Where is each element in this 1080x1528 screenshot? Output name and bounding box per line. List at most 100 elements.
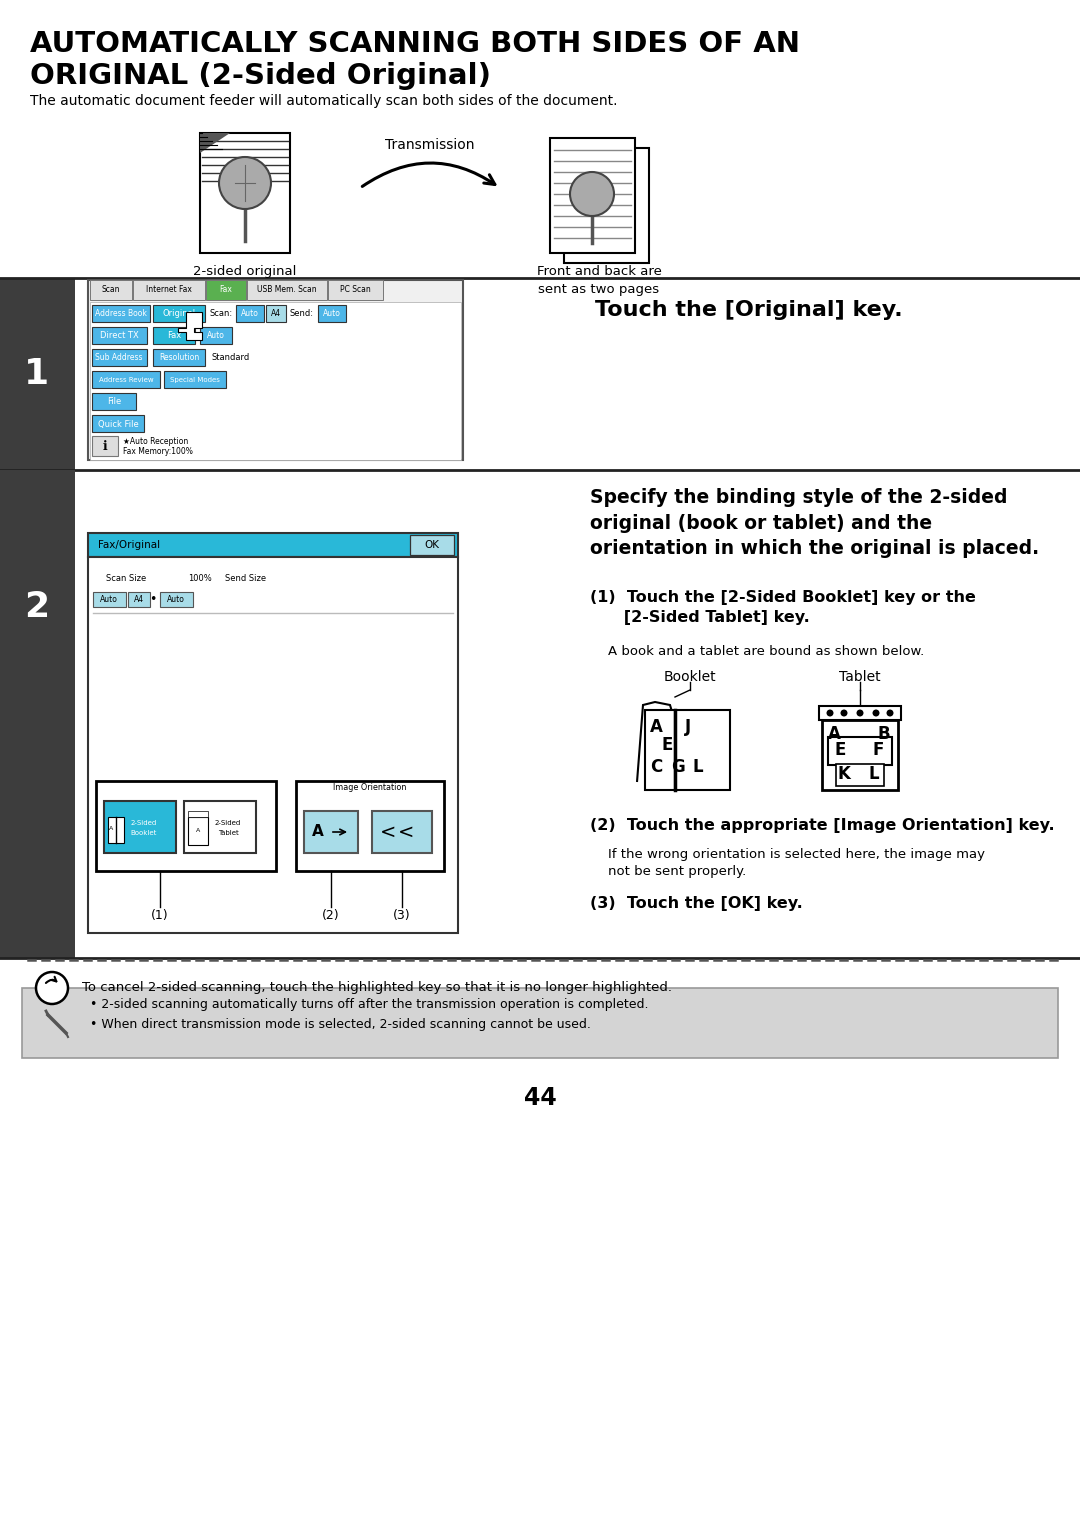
- Bar: [819, 706, 901, 720]
- Polygon shape: [178, 312, 202, 341]
- Bar: [153, 327, 195, 344]
- Text: A book and a tablet are bound as shown below.: A book and a tablet are bound as shown b…: [608, 645, 924, 659]
- Circle shape: [856, 709, 864, 717]
- Bar: [90, 280, 132, 299]
- Bar: [92, 371, 160, 388]
- Bar: [87, 280, 463, 460]
- Text: A: A: [109, 825, 113, 831]
- Circle shape: [219, 157, 271, 209]
- Text: Auto: Auto: [323, 310, 341, 318]
- Text: L: L: [868, 766, 879, 782]
- Bar: [188, 817, 208, 845]
- Text: (2)  Touch the appropriate [Image Orientation] key.: (2) Touch the appropriate [Image Orienta…: [590, 817, 1055, 833]
- Text: <: <: [380, 822, 396, 842]
- Text: Sub Address: Sub Address: [95, 353, 143, 362]
- Text: Fax: Fax: [219, 286, 232, 295]
- Circle shape: [873, 709, 879, 717]
- Text: Quick File: Quick File: [97, 420, 138, 428]
- Circle shape: [36, 972, 68, 1004]
- Text: • When direct transmission mode is selected, 2-sided scanning cannot be used.: • When direct transmission mode is selec…: [90, 1018, 591, 1031]
- Bar: [92, 348, 147, 367]
- Text: 2-Sided: 2-Sided: [215, 821, 241, 827]
- Text: Auto: Auto: [167, 594, 185, 604]
- Text: 1: 1: [25, 358, 50, 391]
- Bar: [0, 471, 75, 958]
- Text: Address Review: Address Review: [98, 377, 153, 384]
- Text: The automatic document feeder will automatically scan both sides of the document: The automatic document feeder will autom…: [30, 95, 618, 108]
- Text: K: K: [838, 766, 850, 782]
- Text: Transmission: Transmission: [386, 138, 475, 151]
- FancyArrowPatch shape: [362, 163, 495, 186]
- Bar: [87, 533, 458, 558]
- Text: Auto: Auto: [207, 332, 225, 341]
- Bar: [184, 801, 256, 853]
- Text: • 2-sided scanning automatically turns off after the transmission operation is c: • 2-sided scanning automatically turns o…: [90, 998, 648, 1012]
- Bar: [237, 306, 264, 322]
- Text: Address Book: Address Book: [95, 310, 147, 318]
- Bar: [200, 133, 291, 254]
- Text: If the wrong orientation is selected here, the image may
not be sent properly.: If the wrong orientation is selected her…: [608, 848, 985, 879]
- Text: Fax Memory:100%: Fax Memory:100%: [123, 446, 193, 455]
- Text: Tablet: Tablet: [218, 830, 239, 836]
- Text: Scan:: Scan:: [210, 310, 233, 318]
- Text: B: B: [878, 724, 890, 743]
- Bar: [129, 591, 150, 607]
- Text: E: E: [661, 736, 673, 753]
- Polygon shape: [200, 133, 230, 153]
- Text: AUTOMATICALLY SCANNING BOTH SIDES OF AN: AUTOMATICALLY SCANNING BOTH SIDES OF AN: [30, 31, 800, 58]
- Bar: [828, 736, 892, 766]
- Text: To cancel 2-sided scanning, touch the highlighted key so that it is no longer hi: To cancel 2-sided scanning, touch the hi…: [82, 981, 672, 995]
- Text: 44: 44: [524, 1086, 556, 1109]
- Bar: [188, 811, 208, 817]
- Text: Tablet: Tablet: [839, 669, 881, 685]
- Bar: [108, 817, 124, 843]
- Text: A: A: [650, 718, 663, 736]
- Text: 2: 2: [25, 590, 50, 623]
- Bar: [92, 306, 150, 322]
- Bar: [92, 393, 136, 410]
- Text: PC Scan: PC Scan: [340, 286, 370, 295]
- Bar: [296, 781, 444, 871]
- Text: File: File: [107, 397, 121, 406]
- Bar: [303, 811, 357, 853]
- Bar: [133, 280, 205, 299]
- Text: <: <: [397, 822, 415, 842]
- Bar: [675, 711, 730, 790]
- Bar: [822, 720, 897, 790]
- Text: 100%: 100%: [188, 575, 212, 584]
- Text: Internet Fax: Internet Fax: [146, 286, 192, 295]
- Text: A4: A4: [271, 310, 281, 318]
- Text: Send Size: Send Size: [226, 575, 267, 584]
- Bar: [164, 371, 226, 388]
- Text: (3): (3): [393, 909, 410, 921]
- Text: ℹ: ℹ: [103, 440, 107, 452]
- Text: Front and back are
sent as two pages: Front and back are sent as two pages: [537, 264, 661, 296]
- Bar: [93, 591, 126, 607]
- Text: G: G: [671, 758, 685, 776]
- Bar: [836, 764, 885, 785]
- Bar: [266, 306, 286, 322]
- Bar: [645, 711, 675, 790]
- Text: Direct TX: Direct TX: [99, 332, 138, 341]
- Circle shape: [887, 709, 893, 717]
- Text: Fax: Fax: [167, 332, 181, 341]
- Text: Send:: Send:: [291, 310, 314, 318]
- Bar: [92, 435, 118, 455]
- Text: F: F: [873, 741, 883, 759]
- Text: A: A: [312, 825, 324, 839]
- Bar: [104, 801, 176, 853]
- Circle shape: [570, 173, 615, 215]
- Text: (1)  Touch the [2-Sided Booklet] key or the
      [2-Sided Tablet] key.: (1) Touch the [2-Sided Booklet] key or t…: [590, 590, 976, 625]
- Bar: [372, 811, 432, 853]
- Bar: [318, 306, 346, 322]
- Bar: [160, 591, 193, 607]
- Text: J: J: [685, 718, 691, 736]
- Text: Scan Size: Scan Size: [106, 575, 146, 584]
- Bar: [22, 989, 1058, 1057]
- Bar: [96, 781, 276, 871]
- Text: (3)  Touch the [OK] key.: (3) Touch the [OK] key.: [590, 895, 802, 911]
- Bar: [564, 148, 649, 263]
- Text: (2): (2): [322, 909, 340, 921]
- Bar: [247, 280, 327, 299]
- Text: Auto: Auto: [100, 594, 118, 604]
